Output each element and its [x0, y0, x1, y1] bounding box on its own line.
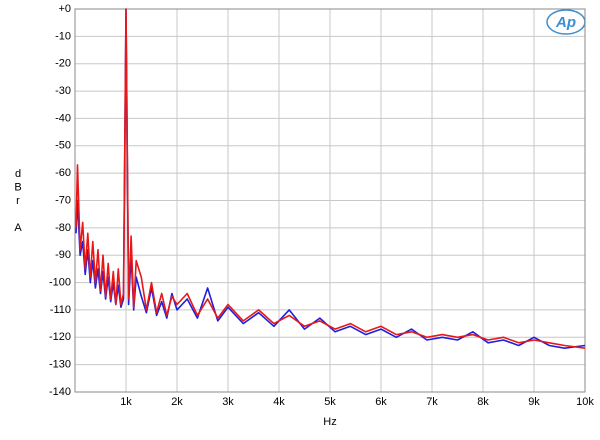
x-tick-label: 9k	[528, 396, 540, 408]
y-tick-label: -50	[55, 140, 71, 152]
x-tick-label: 6k	[375, 396, 387, 408]
y-tick-label: +0	[58, 3, 71, 15]
y-tick-label: -70	[55, 194, 71, 206]
y-tick-label: -100	[49, 276, 71, 288]
y-tick-label: -80	[55, 222, 71, 234]
x-tick-label: 1k	[120, 396, 132, 408]
y-tick-label: -140	[49, 386, 71, 398]
x-tick-label: 4k	[273, 396, 285, 408]
y-tick-label: -90	[55, 249, 71, 261]
x-tick-label: 8k	[477, 396, 489, 408]
series-line	[75, 8, 586, 349]
y-tick-label: -30	[55, 85, 71, 97]
y-tick-label: -40	[55, 112, 71, 124]
x-tick-label: 2k	[171, 396, 183, 408]
y-tick-label: -110	[50, 304, 71, 316]
y-tick-label: -130	[49, 359, 71, 371]
series-line	[75, 8, 586, 349]
y-tick-label: -20	[55, 58, 71, 70]
x-tick-label: 5k	[324, 396, 336, 408]
logo: Ap	[555, 14, 576, 31]
y-tick-label: -10	[55, 30, 71, 42]
y-tick-label: -120	[49, 331, 71, 343]
x-tick-label: 7k	[426, 396, 438, 408]
x-tick-label: 3k	[222, 396, 234, 408]
plot-frame	[74, 8, 586, 393]
x-tick-label: 10k	[576, 396, 594, 408]
x-axis-label: Hz	[323, 416, 336, 428]
y-tick-label: -60	[55, 167, 71, 179]
